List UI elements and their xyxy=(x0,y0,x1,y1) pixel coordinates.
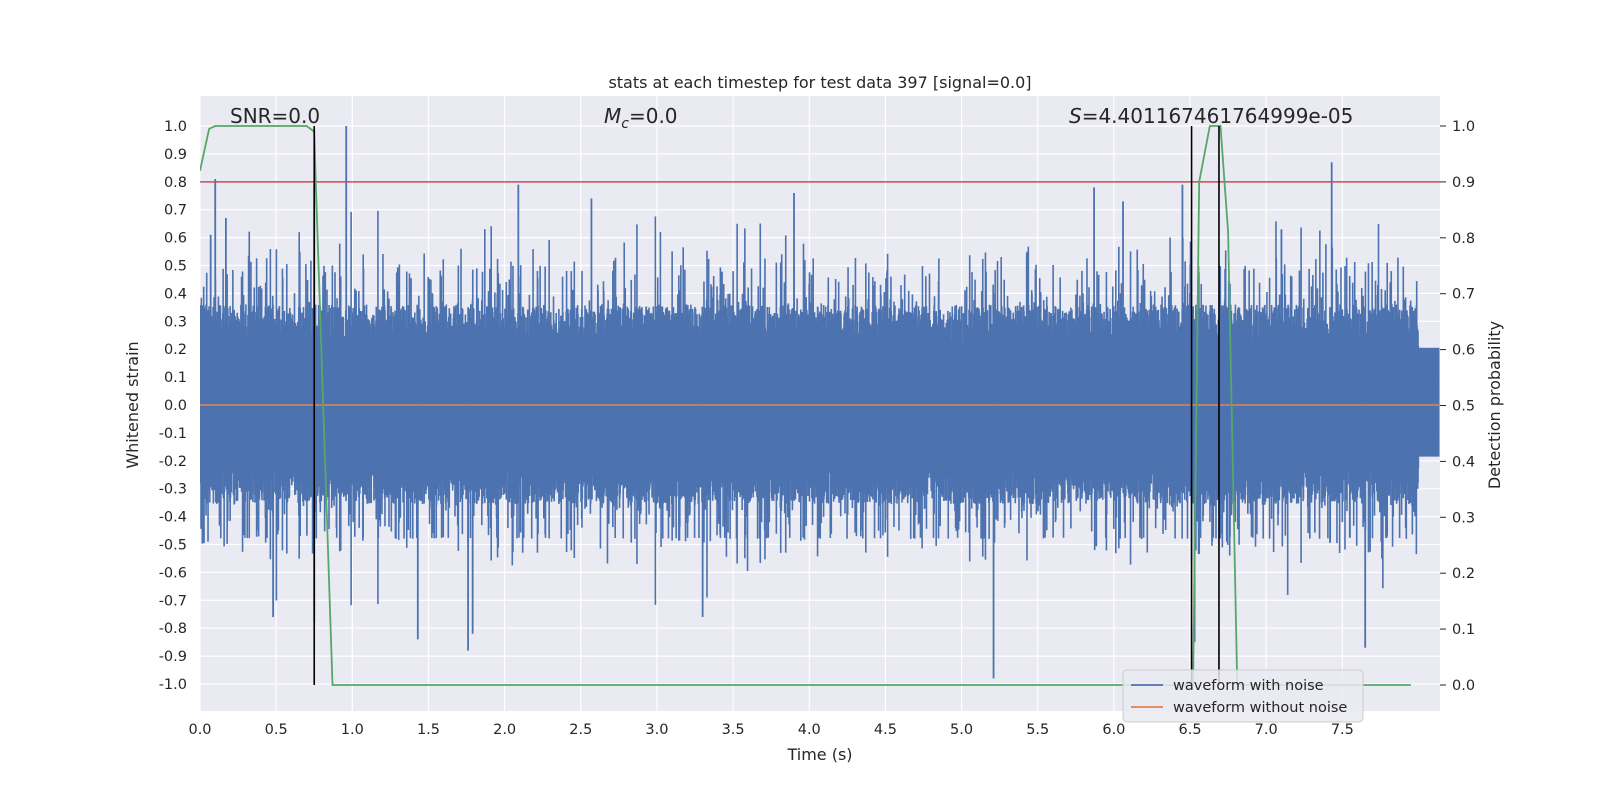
x-tick-label: 1.0 xyxy=(341,722,364,738)
x-tick-label: 0.5 xyxy=(265,722,288,738)
x-tick-label: 2.0 xyxy=(493,722,516,738)
x-tick-label: 3.5 xyxy=(722,722,745,738)
x-tick-label: 2.5 xyxy=(569,722,592,738)
legend-label: waveform without noise xyxy=(1173,700,1347,716)
axes: 0.0 0.5 1.0 1.5 2.0 2.5 3.0 3.5 4.0 4.5 5.0 5.5 6.0 6… xyxy=(159,119,1475,738)
y-tick-label-left: -0.7 xyxy=(159,593,187,609)
y-tick-label-left: 0.9 xyxy=(164,147,187,163)
x-tick-label: 7.5 xyxy=(1331,722,1354,738)
y-tick-label-right: 0.0 xyxy=(1452,678,1475,694)
x-axis-label: Time (s) xyxy=(786,745,852,764)
y-tick-label-left: -0.9 xyxy=(159,649,187,665)
x-tick-label: 4.0 xyxy=(798,722,821,738)
chirp-mass-subscript: c xyxy=(621,116,629,132)
x-tick-label: 3.0 xyxy=(645,722,668,738)
x-tick-label: 6.5 xyxy=(1179,722,1202,738)
y-tick-label-left: -0.1 xyxy=(159,426,187,442)
x-tick-label: 5.5 xyxy=(1026,722,1049,738)
y-tick-label-left: 0.2 xyxy=(164,342,187,358)
y-tick-label-left: 0.0 xyxy=(164,398,187,414)
chirp-mass-symbol: M xyxy=(604,104,621,128)
legend: waveform with noise waveform without nois… xyxy=(1122,669,1364,723)
x-tick-label: 6.0 xyxy=(1102,722,1125,738)
y-tick-label-left: 0.5 xyxy=(164,259,187,275)
y-tick-label-left: 0.7 xyxy=(164,203,187,219)
y-tick-label-left: -1.0 xyxy=(159,677,187,693)
y-tick-label-left: -0.5 xyxy=(159,538,187,554)
statistic-value: =4.401167461764999e-05 xyxy=(1082,104,1354,128)
statistic-annotation: S=4.401167461764999e-05 xyxy=(1069,104,1353,128)
y-tick-label-left: -0.2 xyxy=(159,454,187,470)
y-tick-label-left: 0.4 xyxy=(164,286,187,302)
x-tick-label: 7.0 xyxy=(1255,722,1278,738)
statistic-symbol: S xyxy=(1069,104,1082,128)
y-tick-label-right: 1.0 xyxy=(1452,119,1475,135)
snr-annotation: SNR=0.0 xyxy=(230,104,320,128)
y-tick-label-right: 0.8 xyxy=(1452,231,1475,247)
noisy-waveform-core xyxy=(200,347,1440,457)
y-axis-left-label: Whitened strain xyxy=(123,341,142,468)
y-tick-label-right: 0.9 xyxy=(1452,175,1475,191)
y-tick-label-left: 0.3 xyxy=(164,314,187,330)
y-tick-label-left: 0.1 xyxy=(164,370,187,386)
chart-title: stats at each timestep for test data 397… xyxy=(608,73,1031,92)
legend-box xyxy=(1122,669,1364,723)
y-tick-label-right: 0.7 xyxy=(1452,287,1475,303)
x-tick-label: 4.5 xyxy=(874,722,897,738)
y-tick-label-left: 0.6 xyxy=(164,231,187,247)
y-tick-label-right: 0.2 xyxy=(1452,566,1475,582)
y-tick-label-right: 0.6 xyxy=(1452,343,1475,359)
chirp-mass-annotation: Mc=0.0 xyxy=(604,104,678,132)
y-tick-label-right: 0.3 xyxy=(1452,510,1475,526)
y-tick-label-left: 1.0 xyxy=(164,119,187,135)
y-tick-label-right: 0.4 xyxy=(1452,454,1475,470)
y-tick-label-left: 0.8 xyxy=(164,175,187,191)
legend-label: waveform with noise xyxy=(1173,678,1324,694)
y-tick-label-left: -0.8 xyxy=(159,621,187,637)
y-tick-label-left: -0.4 xyxy=(159,510,187,526)
series-layer xyxy=(200,125,1440,686)
x-tick-label: 0.0 xyxy=(188,722,211,738)
y-tick-label-left: -0.6 xyxy=(159,565,187,581)
chirp-mass-value: =0.0 xyxy=(629,104,678,128)
y-tick-label-left: -0.3 xyxy=(159,482,187,498)
x-tick-label: 1.5 xyxy=(417,722,440,738)
y-axis-right-label: Detection probability xyxy=(1485,321,1504,489)
y-tick-label-right: 0.1 xyxy=(1452,622,1475,638)
x-tick-label: 5.0 xyxy=(950,722,973,738)
y-tick-label-right: 0.5 xyxy=(1452,399,1475,415)
